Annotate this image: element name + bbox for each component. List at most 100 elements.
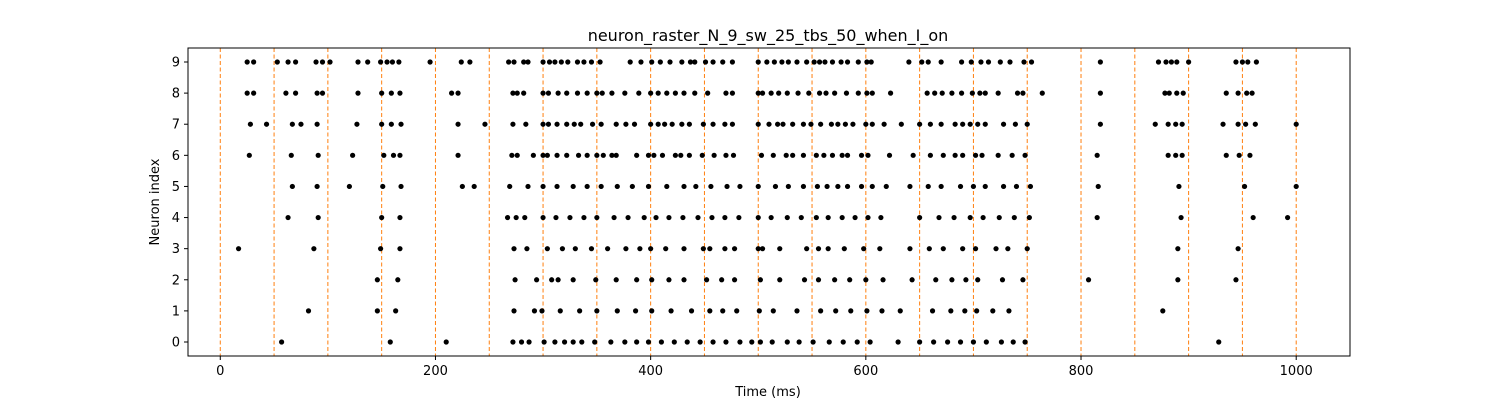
spike-marker — [949, 277, 955, 283]
spike-marker — [555, 90, 561, 96]
spike-marker — [879, 308, 885, 314]
spike-marker — [982, 121, 988, 127]
spike-marker — [970, 183, 977, 190]
spike-marker — [731, 277, 738, 283]
spike-marker — [777, 277, 783, 283]
spike-marker — [1249, 90, 1255, 96]
spike-marker — [910, 152, 916, 158]
spike-marker — [388, 121, 394, 127]
spike-marker — [945, 339, 951, 345]
spike-marker — [279, 339, 285, 345]
spike-marker — [1097, 121, 1103, 127]
spike-marker — [729, 121, 736, 127]
spike-marker — [648, 90, 654, 96]
spike-marker — [663, 246, 669, 252]
spike-marker — [768, 90, 774, 96]
spike-marker — [1174, 90, 1180, 96]
spike-marker — [1175, 277, 1181, 283]
spike-marker — [940, 246, 946, 252]
spike-marker — [510, 121, 516, 127]
spike-marker — [823, 90, 829, 96]
spike-marker — [940, 152, 946, 158]
spike-marker — [848, 308, 854, 314]
spike-marker — [398, 121, 404, 127]
y-tick-label: 0 — [172, 336, 180, 351]
spike-marker — [1013, 183, 1020, 190]
spike-marker — [645, 339, 652, 345]
spike-marker — [584, 152, 590, 158]
spike-marker — [863, 121, 869, 127]
spike-marker — [671, 339, 677, 345]
spike-marker — [649, 59, 655, 65]
x-tick-label: 1000 — [1280, 364, 1313, 379]
x-tick-label: 200 — [423, 364, 448, 379]
spike-marker — [579, 339, 585, 345]
spike-marker — [504, 214, 511, 221]
spike-marker — [458, 59, 464, 65]
spike-marker — [1009, 152, 1015, 158]
spike-marker — [377, 246, 384, 252]
spike-marker — [251, 59, 257, 65]
spike-marker — [775, 121, 781, 127]
spike-marker — [634, 339, 640, 345]
x-tick-label: 800 — [1069, 364, 1094, 379]
spike-marker — [736, 214, 742, 221]
spike-marker — [784, 339, 790, 345]
spike-marker — [695, 214, 701, 221]
spike-marker — [800, 183, 807, 190]
spike-marker — [629, 183, 635, 190]
spike-marker — [1027, 183, 1034, 190]
spike-marker — [990, 308, 996, 314]
spike-marker — [1095, 183, 1101, 190]
spike-marker — [397, 152, 403, 158]
spike-marker — [540, 152, 546, 158]
spike-marker — [552, 339, 558, 345]
spike-marker — [540, 183, 546, 190]
spike-marker — [993, 246, 999, 252]
spike-marker — [565, 59, 571, 65]
spike-marker — [957, 339, 964, 345]
spike-marker — [605, 246, 611, 252]
spike-marker — [707, 308, 713, 314]
spike-marker — [1020, 90, 1026, 96]
spike-marker — [814, 183, 821, 190]
spike-marker — [833, 308, 839, 314]
spike-marker — [844, 183, 851, 190]
spike-marker — [482, 121, 488, 127]
spike-marker — [764, 59, 770, 65]
spike-marker — [545, 90, 552, 96]
spike-marker — [315, 152, 321, 158]
y-axis-label: Neuron index — [148, 158, 163, 245]
spike-marker — [346, 183, 352, 190]
spike-marker — [1094, 152, 1100, 158]
spike-marker — [614, 308, 620, 314]
spike-marker — [459, 183, 465, 190]
spike-marker — [638, 59, 644, 65]
spike-marker — [705, 90, 711, 96]
spike-marker — [801, 277, 808, 283]
spike-marker — [769, 339, 775, 345]
spike-marker — [757, 339, 763, 345]
spike-marker — [967, 214, 973, 221]
spike-marker — [1173, 121, 1179, 127]
spike-marker — [785, 59, 791, 65]
spike-marker — [967, 121, 973, 127]
spike-marker — [1243, 121, 1249, 127]
spike-marker — [1186, 59, 1192, 65]
spike-marker — [818, 308, 824, 314]
spike-marker — [554, 152, 560, 158]
spike-marker — [926, 246, 932, 252]
spike-marker — [681, 183, 687, 190]
spike-marker — [1010, 339, 1016, 345]
spike-marker — [679, 59, 685, 65]
spike-marker — [524, 246, 530, 252]
spike-marker — [1173, 152, 1179, 158]
chart-title: neuron_raster_N_9_sw_25_tbs_50_when_I_on — [588, 26, 949, 46]
spike-marker — [668, 308, 674, 314]
spike-marker — [867, 339, 873, 345]
y-tick-label: 2 — [172, 273, 180, 288]
spike-marker — [1253, 59, 1259, 65]
spike-marker — [969, 90, 975, 96]
spike-marker — [597, 59, 603, 65]
spike-marker — [1235, 121, 1241, 127]
